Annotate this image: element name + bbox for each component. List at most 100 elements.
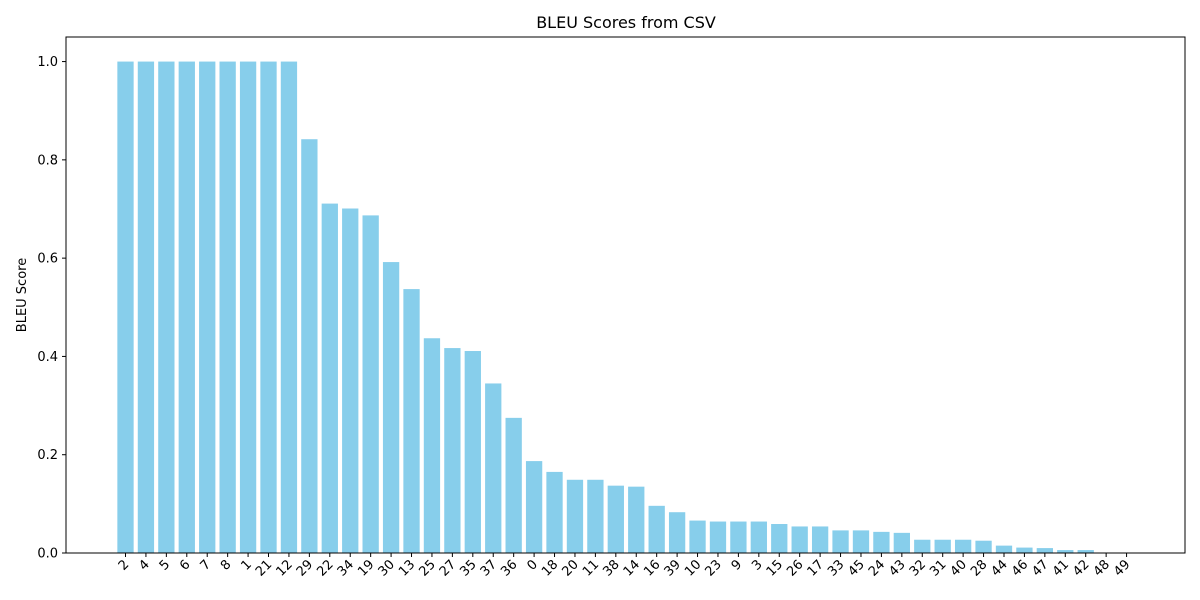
x-tick-label: 9 [729, 557, 745, 573]
y-tick-label: 0.2 [37, 448, 58, 463]
x-tick-label: 37 [478, 557, 500, 579]
bar-6 [178, 61, 195, 553]
bar-35 [464, 351, 481, 553]
x-tick-label: 23 [702, 557, 724, 579]
x-tick-label: 18 [539, 557, 561, 579]
x-tick-label: 30 [376, 557, 398, 579]
x-tick-label: 13 [396, 557, 418, 579]
x-tick-label: 36 [498, 557, 520, 579]
y-axis-label: BLEU Score [15, 258, 30, 332]
x-tick-label: 41 [1050, 557, 1072, 579]
bar-15 [771, 524, 788, 553]
bar-19 [362, 215, 379, 553]
x-tick-label: 38 [600, 557, 622, 579]
bar-43 [893, 532, 910, 553]
bar-16 [648, 505, 665, 553]
x-tick-label: 31 [927, 557, 949, 579]
x-tick-label: 3 [749, 557, 765, 573]
x-tick-label: 17 [805, 557, 827, 579]
bar-44 [995, 545, 1013, 553]
x-tick-label: 19 [355, 557, 377, 579]
bar-25 [423, 338, 441, 553]
bar-9 [730, 521, 747, 553]
bar-45 [852, 530, 870, 553]
bar-7 [199, 61, 216, 553]
bar-21 [260, 61, 277, 553]
x-tick-label: 43 [886, 557, 908, 579]
bar-5 [158, 61, 175, 553]
bar-42 [1077, 550, 1094, 553]
x-tick-label: 8 [218, 557, 234, 573]
x-tick-label: 12 [273, 557, 295, 579]
x-tick-label: 25 [416, 557, 438, 579]
x-tick-label: 14 [621, 557, 643, 579]
bar-47 [1036, 548, 1053, 553]
x-tick-label: 34 [335, 557, 357, 579]
x-tick-label: 44 [989, 557, 1011, 579]
x-tick-label: 11 [580, 557, 602, 579]
x-tick-label: 49 [1111, 557, 1133, 579]
bar-8 [219, 61, 236, 553]
bar-26 [791, 526, 808, 553]
x-tick-label: 4 [136, 557, 152, 573]
bar-32 [914, 539, 931, 553]
bar-28 [975, 540, 992, 553]
y-tick-label: 0.8 [37, 153, 58, 168]
x-tick-label: 33 [825, 557, 847, 579]
x-tick-label: 16 [641, 557, 663, 579]
bar-37 [485, 383, 502, 553]
bar-46 [1016, 547, 1033, 553]
x-tick-label: 20 [559, 557, 581, 579]
x-tick-label: 28 [968, 557, 990, 579]
plot-frame [65, 36, 1186, 554]
bar-11 [587, 479, 604, 553]
x-tick-label: 27 [437, 557, 459, 579]
x-tick-label: 22 [314, 557, 336, 579]
x-tick-label: 7 [198, 557, 214, 573]
y-tick-label: 0.4 [37, 350, 58, 365]
bar-41 [1057, 550, 1074, 553]
bar-33 [832, 530, 849, 553]
bar-34 [342, 208, 359, 553]
x-tick-label: 32 [907, 557, 929, 579]
bar-23 [709, 521, 727, 553]
chart-title: BLEU Scores from CSV [536, 13, 716, 32]
bar-36 [505, 417, 522, 553]
bar-20 [566, 479, 584, 553]
y-tick-label: 0.6 [37, 252, 58, 267]
y-tick-label: 0.0 [37, 547, 58, 562]
bar-39 [668, 512, 686, 553]
bar-38 [607, 485, 624, 553]
bar-31 [934, 539, 951, 553]
bar-18 [546, 471, 563, 553]
x-tick-label: 40 [948, 557, 970, 579]
x-tick-label: 39 [662, 557, 684, 579]
x-tick-label: 0 [524, 557, 540, 573]
bars-group [117, 61, 1094, 553]
x-tick-label: 6 [177, 557, 193, 573]
bar-29 [301, 139, 318, 553]
bar-13 [403, 289, 420, 553]
bar-40 [954, 539, 972, 553]
x-tick-label: 5 [157, 557, 173, 573]
x-tick-label: 1 [238, 557, 254, 573]
bar-24 [873, 531, 890, 553]
y-axis: 0.0 0.2 0.4 0.6 0.8 1.0 [37, 55, 66, 562]
bar-12 [280, 61, 298, 553]
bar-4 [137, 61, 155, 553]
x-tick-label: 26 [784, 557, 806, 579]
x-tick-label: 42 [1070, 557, 1092, 579]
y-tick-label: 1.0 [37, 55, 58, 70]
bar-30 [382, 262, 400, 553]
x-tick-label: 29 [294, 557, 316, 579]
x-tick-label: 35 [457, 557, 479, 579]
x-tick-label: 15 [764, 557, 786, 579]
x-tick-label: 46 [1009, 557, 1031, 579]
x-tick-label: 45 [846, 557, 868, 579]
x-tick-label: 24 [866, 557, 888, 579]
x-tick-label: 2 [116, 557, 132, 573]
bar-1 [239, 61, 257, 553]
bar-10 [689, 520, 706, 553]
